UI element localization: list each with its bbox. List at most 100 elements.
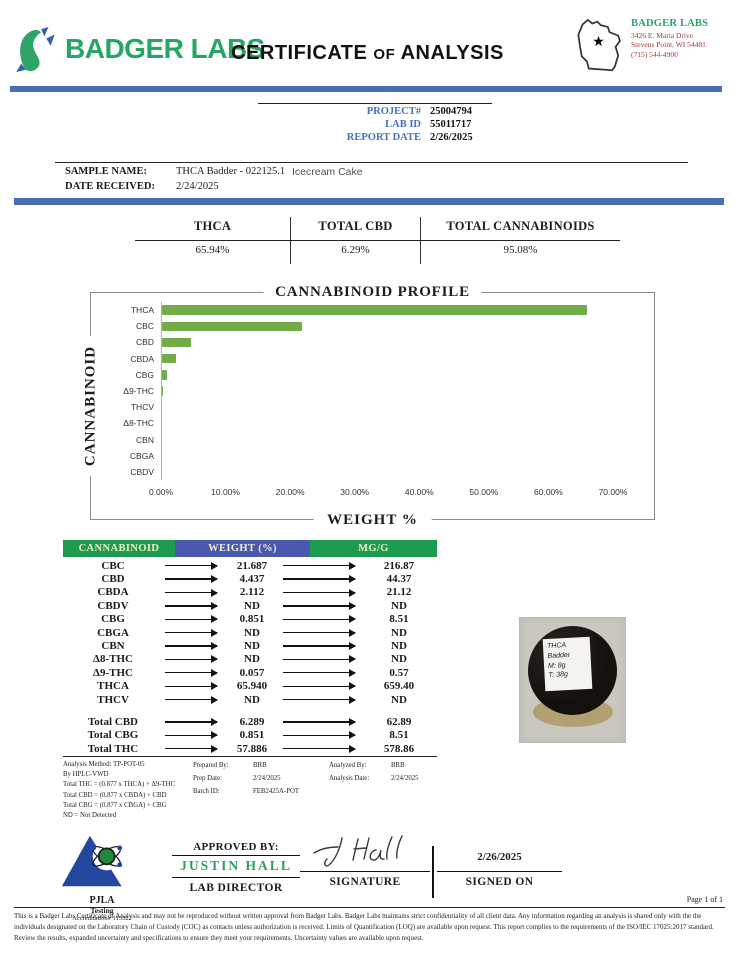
- field-label: Analyzed By:: [329, 762, 367, 769]
- brand-lockup: BADGER LABS: [16, 26, 265, 72]
- analysis-details: Analyzed By: BRB Analysis Date: 2/24/2025: [329, 760, 449, 821]
- x-tick-label: 10.00%: [211, 487, 240, 497]
- method-note-line: Total CBD = (0.877 x CBDA) + CBD: [63, 791, 167, 799]
- x-tick-label: 40.00%: [404, 487, 434, 497]
- cannabinoid-name: Δ8-THC: [93, 653, 133, 666]
- chart-category-label: Δ9-THC: [123, 386, 154, 397]
- approved-by-block: APPROVED BY: JUSTIN HALL LAB DIRECTOR: [172, 841, 300, 894]
- address-line-2: Stevens Point, WI 54481: [631, 40, 706, 50]
- labid-value: 55011717: [430, 119, 472, 130]
- mgg-value: 659.40: [383, 680, 415, 693]
- chart-category-label: CBN: [136, 434, 154, 445]
- chart-bar-track: [161, 399, 613, 416]
- summary-value: 6.29%: [341, 244, 370, 256]
- chart-category-label: CBD: [136, 337, 154, 348]
- right-arrow-icon: [283, 641, 356, 652]
- mgg-value: 578.86: [383, 742, 415, 755]
- cannabinoid-name: CBG: [101, 613, 125, 626]
- table-row: Δ8-THC ND ND: [63, 653, 437, 666]
- right-arrow-icon: [165, 667, 218, 679]
- field-label: Analysis Date:: [329, 774, 370, 782]
- cannabinoid-name: THCA: [97, 680, 129, 693]
- weight-percent-value: 2.112: [239, 586, 265, 599]
- sample-photo: THCA Badder M: 8g T: 38g: [519, 617, 626, 743]
- right-arrow-icon: [283, 667, 356, 679]
- chart-row: THCV: [91, 399, 654, 416]
- cannabinoid-name: Total CBD: [87, 715, 139, 728]
- weight-percent-value: ND: [244, 626, 260, 639]
- table-row: Total THC 57.886 578.86: [63, 742, 437, 755]
- badger-logo-icon: [16, 27, 55, 72]
- summary-underline: [135, 240, 620, 241]
- cannabinoid-name: Δ9-THC: [93, 666, 133, 679]
- right-arrow-icon: [165, 560, 218, 572]
- chart-row: CBDV: [91, 463, 654, 481]
- cannabinoid-name: CBDA: [97, 586, 129, 599]
- chart-category-label: Δ8-THC: [123, 418, 154, 429]
- chart-x-axis-title: WEIGHT %: [313, 512, 432, 529]
- summary-label: TOTAL CANNABINOIDS: [446, 219, 595, 233]
- weight-percent-value: ND: [244, 653, 260, 666]
- chart-x-axis-ticks: 0.00% 10.00% 20.00% 30.00% 40.00% 50.00% 60.00…: [149, 487, 627, 499]
- right-arrow-icon: [283, 654, 356, 665]
- cannabinoid-name: Total THC: [87, 742, 139, 755]
- weight-percent-value: 21.687: [236, 559, 268, 572]
- right-arrow-icon: [165, 717, 218, 728]
- weight-percent-value: 0.057: [239, 666, 265, 679]
- method-note-line: By HPLC-VWD: [63, 771, 109, 779]
- table-row: THCV ND ND: [63, 693, 437, 706]
- methods-fine-print: Analysis Method: TP-POT-05 By HPLC-VWD Tot…: [63, 760, 453, 821]
- weight-percent-value: 6.289: [239, 715, 265, 728]
- sample-name-label: SAMPLE NAME:: [65, 166, 147, 177]
- labid-label: LAB ID: [385, 119, 421, 130]
- lab-address-block: ★ BADGER LABS 3426 E. Maria Drive Steven…: [574, 17, 708, 75]
- right-arrow-icon: [165, 654, 218, 665]
- section-divider-bar: [14, 198, 724, 205]
- method-note-line: Total THC = (0.877 x THCA) + Δ9-THC: [63, 781, 176, 789]
- field-label: Prepared By:: [193, 762, 229, 769]
- cannabinoid-name: Total CBG: [87, 729, 139, 742]
- chart-row: Δ8-THC: [91, 415, 654, 432]
- method-note-line: Total CBG = (0.877 x CBGA) + CBG: [63, 801, 167, 809]
- analysis-method-notes: Analysis Method: TP-POT-05 By HPLC-VWD Tot…: [63, 760, 193, 821]
- mgg-value: 62.89: [386, 715, 412, 728]
- chart-category-label: CBC: [136, 321, 154, 332]
- footer-disclaimer: This is a Badger Labs Certificate of Ana…: [14, 912, 714, 942]
- chart-row: CBDA: [91, 350, 654, 367]
- approver-title: LAB DIRECTOR: [189, 882, 283, 894]
- right-arrow-icon: [165, 600, 218, 612]
- right-arrow-icon: [165, 574, 218, 585]
- table-row: CBDV ND ND: [63, 599, 437, 612]
- right-arrow-icon: [283, 614, 356, 625]
- summary-label: THCA: [193, 219, 232, 233]
- table-row: Δ9-THC 0.057 0.57: [63, 666, 437, 679]
- chart-bar: [162, 305, 587, 315]
- chart-bar: [162, 370, 168, 380]
- chart-row: CBG: [91, 366, 654, 383]
- chart-bar: [162, 321, 302, 332]
- weight-percent-value: 0.851: [239, 613, 265, 626]
- x-tick-label: 20.00%: [275, 487, 305, 497]
- chart-plot-area: THCA CBC CBD CBDA CBG Δ9-THC THCV Δ8-THC CBN CBGA…: [91, 302, 654, 481]
- pjla-logo-icon: [61, 835, 123, 887]
- x-tick-label: 30.00%: [340, 487, 370, 497]
- cannabinoid-name: CBN: [101, 640, 125, 653]
- lab-name: BADGER LABS: [631, 18, 709, 29]
- signed-on-date: 2/26/2025: [477, 851, 522, 863]
- signature-line: [300, 871, 430, 872]
- pjla-accreditation-block: PJLA Testing Accreditation# 115522: [52, 833, 152, 922]
- chart-bar-track: [161, 447, 613, 464]
- phone-number: (715) 544-4900: [631, 50, 678, 60]
- accreditation-number: Accreditation# 115522: [72, 915, 132, 922]
- weight-percent-value: 4.437: [239, 573, 265, 586]
- chart-category-label: CBDA: [130, 353, 154, 364]
- right-arrow-icon: [283, 743, 356, 755]
- table-row: CBDA 2.112 21.12: [63, 586, 437, 599]
- column-header-mgg: MG/G: [310, 540, 437, 557]
- summary-col-thca: THCA 65.94%: [135, 217, 290, 264]
- chart-row: Δ9-THC: [91, 382, 654, 400]
- summary-col-total-cbd: TOTAL CBD 6.29%: [290, 217, 420, 264]
- signed-on-label: SIGNED ON: [465, 876, 534, 888]
- table-row: CBGA ND ND: [63, 626, 437, 639]
- right-arrow-icon: [165, 681, 218, 692]
